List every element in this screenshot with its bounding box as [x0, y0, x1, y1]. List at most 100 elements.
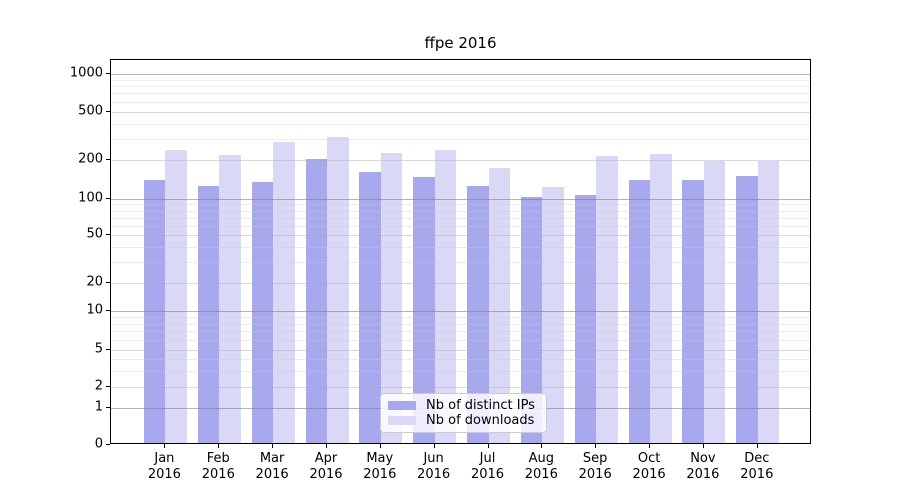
x-tick-label-jun: Jun 2016	[404, 451, 464, 483]
x-tick-label-aug: Aug 2016	[511, 451, 571, 483]
x-tick-mark	[595, 444, 596, 448]
distinct-ips-swatch-icon	[388, 401, 416, 410]
plot-area: Nb of distinct IPs Nb of downloads	[110, 59, 811, 444]
month-label: Aug	[528, 451, 554, 466]
minor-gridline	[111, 331, 810, 333]
y-tick-mark	[106, 234, 110, 235]
legend-item-downloads: Nb of downloads	[388, 413, 538, 428]
legend-item-distinct-ips: Nb of distinct IPs	[388, 398, 538, 413]
x-tick-mark	[434, 444, 435, 448]
legend: Nb of distinct IPs Nb of downloads	[380, 393, 547, 433]
year-label: 2016	[201, 467, 235, 482]
bar-distinct-ips-apr	[305, 158, 327, 443]
gridline-1000	[111, 73, 810, 75]
x-tick-mark	[380, 444, 381, 448]
bar-downloads-aug	[542, 186, 564, 443]
bar-downloads-oct	[650, 153, 672, 443]
bar-downloads-may	[380, 153, 403, 443]
minor-gridline	[111, 359, 810, 360]
bar-downloads-jul	[488, 168, 510, 443]
bar-distinct-ips-may	[359, 171, 381, 443]
minor-gridline	[111, 225, 810, 227]
x-tick-mark	[218, 444, 219, 448]
month-label: May	[366, 451, 394, 466]
month-label: Feb	[206, 451, 230, 466]
year-label: 2016	[363, 467, 397, 482]
bar-distinct-ips-sep	[574, 194, 597, 443]
year-label: 2016	[255, 467, 289, 482]
y-tick-label-100: 100	[78, 190, 103, 206]
y-tick-label-0: 0	[94, 436, 103, 452]
minor-gridline	[111, 217, 810, 219]
minor-gridline	[111, 123, 810, 125]
y-tick-mark	[106, 73, 110, 74]
y-tick-label-1: 1	[94, 399, 103, 415]
month-label: Jan	[154, 451, 175, 466]
gridline-50	[111, 235, 810, 237]
month-label: Jun	[423, 451, 444, 466]
y-tick-label-20: 20	[86, 274, 103, 290]
x-tick-mark	[326, 444, 327, 448]
x-tick-mark	[272, 444, 273, 448]
y-tick-label-1000: 1000	[69, 65, 103, 81]
bar-downloads-feb	[219, 155, 241, 443]
y-tick-label-500: 500	[78, 103, 103, 119]
legend-label-distinct-ips: Nb of distinct IPs	[426, 398, 535, 413]
x-tick-mark	[703, 444, 704, 448]
y-tick-mark	[106, 111, 110, 112]
bar-downloads-dec	[757, 160, 780, 443]
y-tick-mark	[106, 444, 110, 445]
x-tick-label-oct: Oct 2016	[619, 451, 679, 483]
gridline-20	[111, 282, 810, 284]
bar-distinct-ips-feb	[197, 185, 220, 443]
x-tick-label-jul: Jul 2016	[458, 451, 518, 483]
x-tick-label-may: May 2016	[350, 451, 410, 483]
year-label: 2016	[417, 467, 451, 482]
year-label: 2016	[147, 467, 181, 482]
y-tick-label-2: 2	[94, 378, 103, 394]
x-tick-mark	[541, 444, 542, 448]
y-tick-mark	[106, 310, 110, 311]
bar-distinct-ips-dec	[736, 175, 758, 443]
minor-gridline	[111, 339, 810, 341]
minor-gridline	[111, 246, 810, 248]
gridline-500	[111, 111, 810, 113]
month-label: Oct	[637, 451, 661, 466]
bar-downloads-sep	[596, 156, 618, 443]
minor-gridline	[111, 323, 810, 325]
y-tick-label-50: 50	[86, 226, 103, 242]
y-tick-mark	[106, 407, 110, 408]
month-label: Nov	[690, 451, 716, 466]
x-tick-label-jan: Jan 2016	[134, 451, 194, 483]
y-tick-mark	[106, 282, 110, 283]
month-label: Dec	[744, 451, 770, 466]
bar-downloads-mar	[273, 142, 295, 443]
year-label: 2016	[524, 467, 558, 482]
year-label: 2016	[632, 467, 666, 482]
bar-distinct-ips-aug	[520, 196, 543, 443]
bar-distinct-ips-jul	[467, 185, 489, 443]
x-tick-label-feb: Feb 2016	[188, 451, 248, 483]
bar-downloads-apr	[327, 136, 349, 443]
x-tick-label-nov: Nov 2016	[673, 451, 733, 483]
month-label: Mar	[259, 451, 285, 466]
year-label: 2016	[686, 467, 720, 482]
month-label: Apr	[314, 451, 338, 466]
y-tick-mark	[106, 349, 110, 350]
gridline-100	[111, 198, 810, 200]
bar-distinct-ips-mar	[251, 182, 274, 443]
gridline-10	[111, 311, 810, 312]
bar-downloads-jan	[165, 150, 187, 443]
x-tick-label-sep: Sep 2016	[565, 451, 625, 483]
x-tick-mark	[649, 444, 650, 448]
year-label: 2016	[470, 467, 505, 482]
y-tick-label-5: 5	[94, 341, 103, 357]
minor-gridline	[111, 261, 810, 263]
bar-downloads-jun	[434, 150, 457, 443]
downloads-swatch-icon	[388, 416, 416, 425]
y-tick-mark	[106, 198, 110, 199]
year-label: 2016	[740, 467, 774, 482]
y-tick-mark	[106, 386, 110, 387]
gridline-5	[111, 350, 810, 351]
